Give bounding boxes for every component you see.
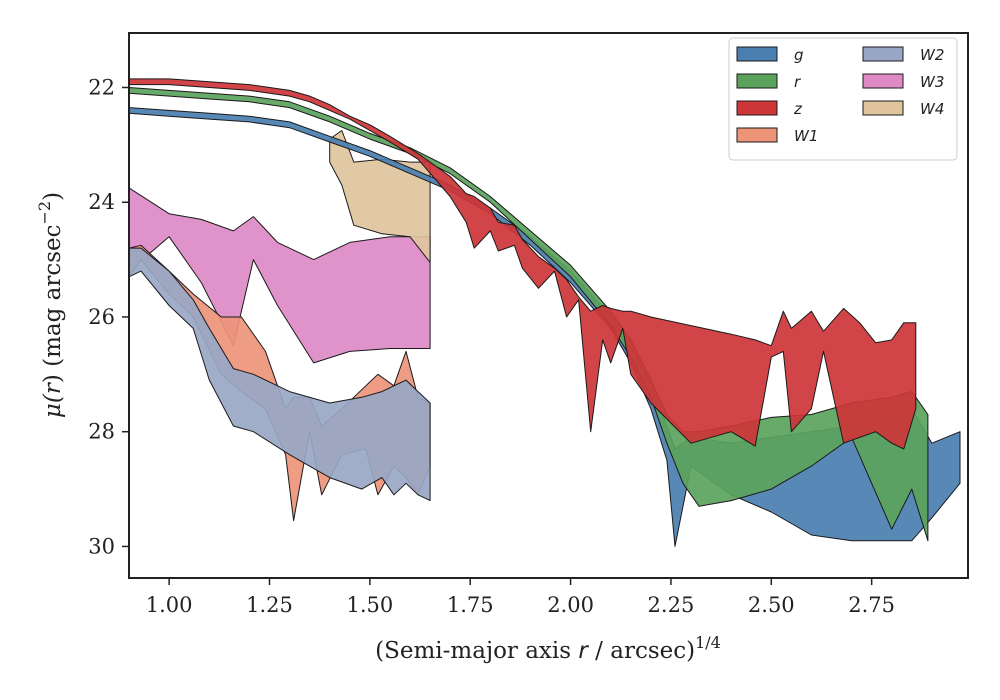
band-w2 xyxy=(129,247,431,502)
legend-label-z: z xyxy=(793,100,803,118)
legend-label-w4: W4 xyxy=(920,100,944,118)
y-axis: 22 24 26 28 30 xyxy=(88,76,129,558)
x-tick-label: 1.00 xyxy=(146,593,193,617)
x-tick-label: 1.25 xyxy=(246,593,293,617)
legend-label-g: g xyxy=(794,46,804,64)
x-tick-label: 1.50 xyxy=(346,593,393,617)
x-tick-label: 2.00 xyxy=(547,593,594,617)
y-tick-label: 26 xyxy=(88,305,115,329)
legend-swatch-z xyxy=(736,100,778,116)
legend: grz W1 W2 W3 W4 xyxy=(728,37,958,161)
legend-label-w3: W3 xyxy=(920,73,944,91)
legend-label-r: r xyxy=(794,73,801,91)
legend-swatch-r xyxy=(736,73,778,89)
y-tick-label: 24 xyxy=(88,190,115,214)
legend-swatch-w1 xyxy=(736,127,778,143)
x-axis: 1.00 1.25 1.50 1.75 2.00 2.25 2.50 2.75 xyxy=(146,578,895,617)
legend-swatch-w3 xyxy=(862,73,904,89)
legend-label-w1: W1 xyxy=(794,127,818,145)
legend-swatch-w4 xyxy=(862,100,904,116)
y-axis-label: μ(r) (mag arcsec−2) xyxy=(35,192,66,418)
band-w4 xyxy=(329,130,431,263)
legend-label-w2: W2 xyxy=(920,46,944,64)
legend-frame xyxy=(728,37,958,161)
y-tick-label: 30 xyxy=(88,534,115,558)
band-w3 xyxy=(129,187,431,364)
x-tick-label: 2.25 xyxy=(648,593,695,617)
x-tick-label: 1.75 xyxy=(447,593,494,617)
series-bands xyxy=(129,78,961,547)
x-tick-label: 2.50 xyxy=(748,593,795,617)
legend-swatch-w2 xyxy=(862,46,904,62)
y-tick-label: 22 xyxy=(88,76,115,100)
x-axis-label: (Semi-major axis r / arcsec)1/4 xyxy=(375,633,721,664)
x-tick-label: 2.75 xyxy=(848,593,895,617)
band-z xyxy=(129,78,917,450)
plot-frame xyxy=(128,32,969,579)
legend-swatch-g xyxy=(736,46,778,62)
y-tick-label: 28 xyxy=(88,420,115,444)
